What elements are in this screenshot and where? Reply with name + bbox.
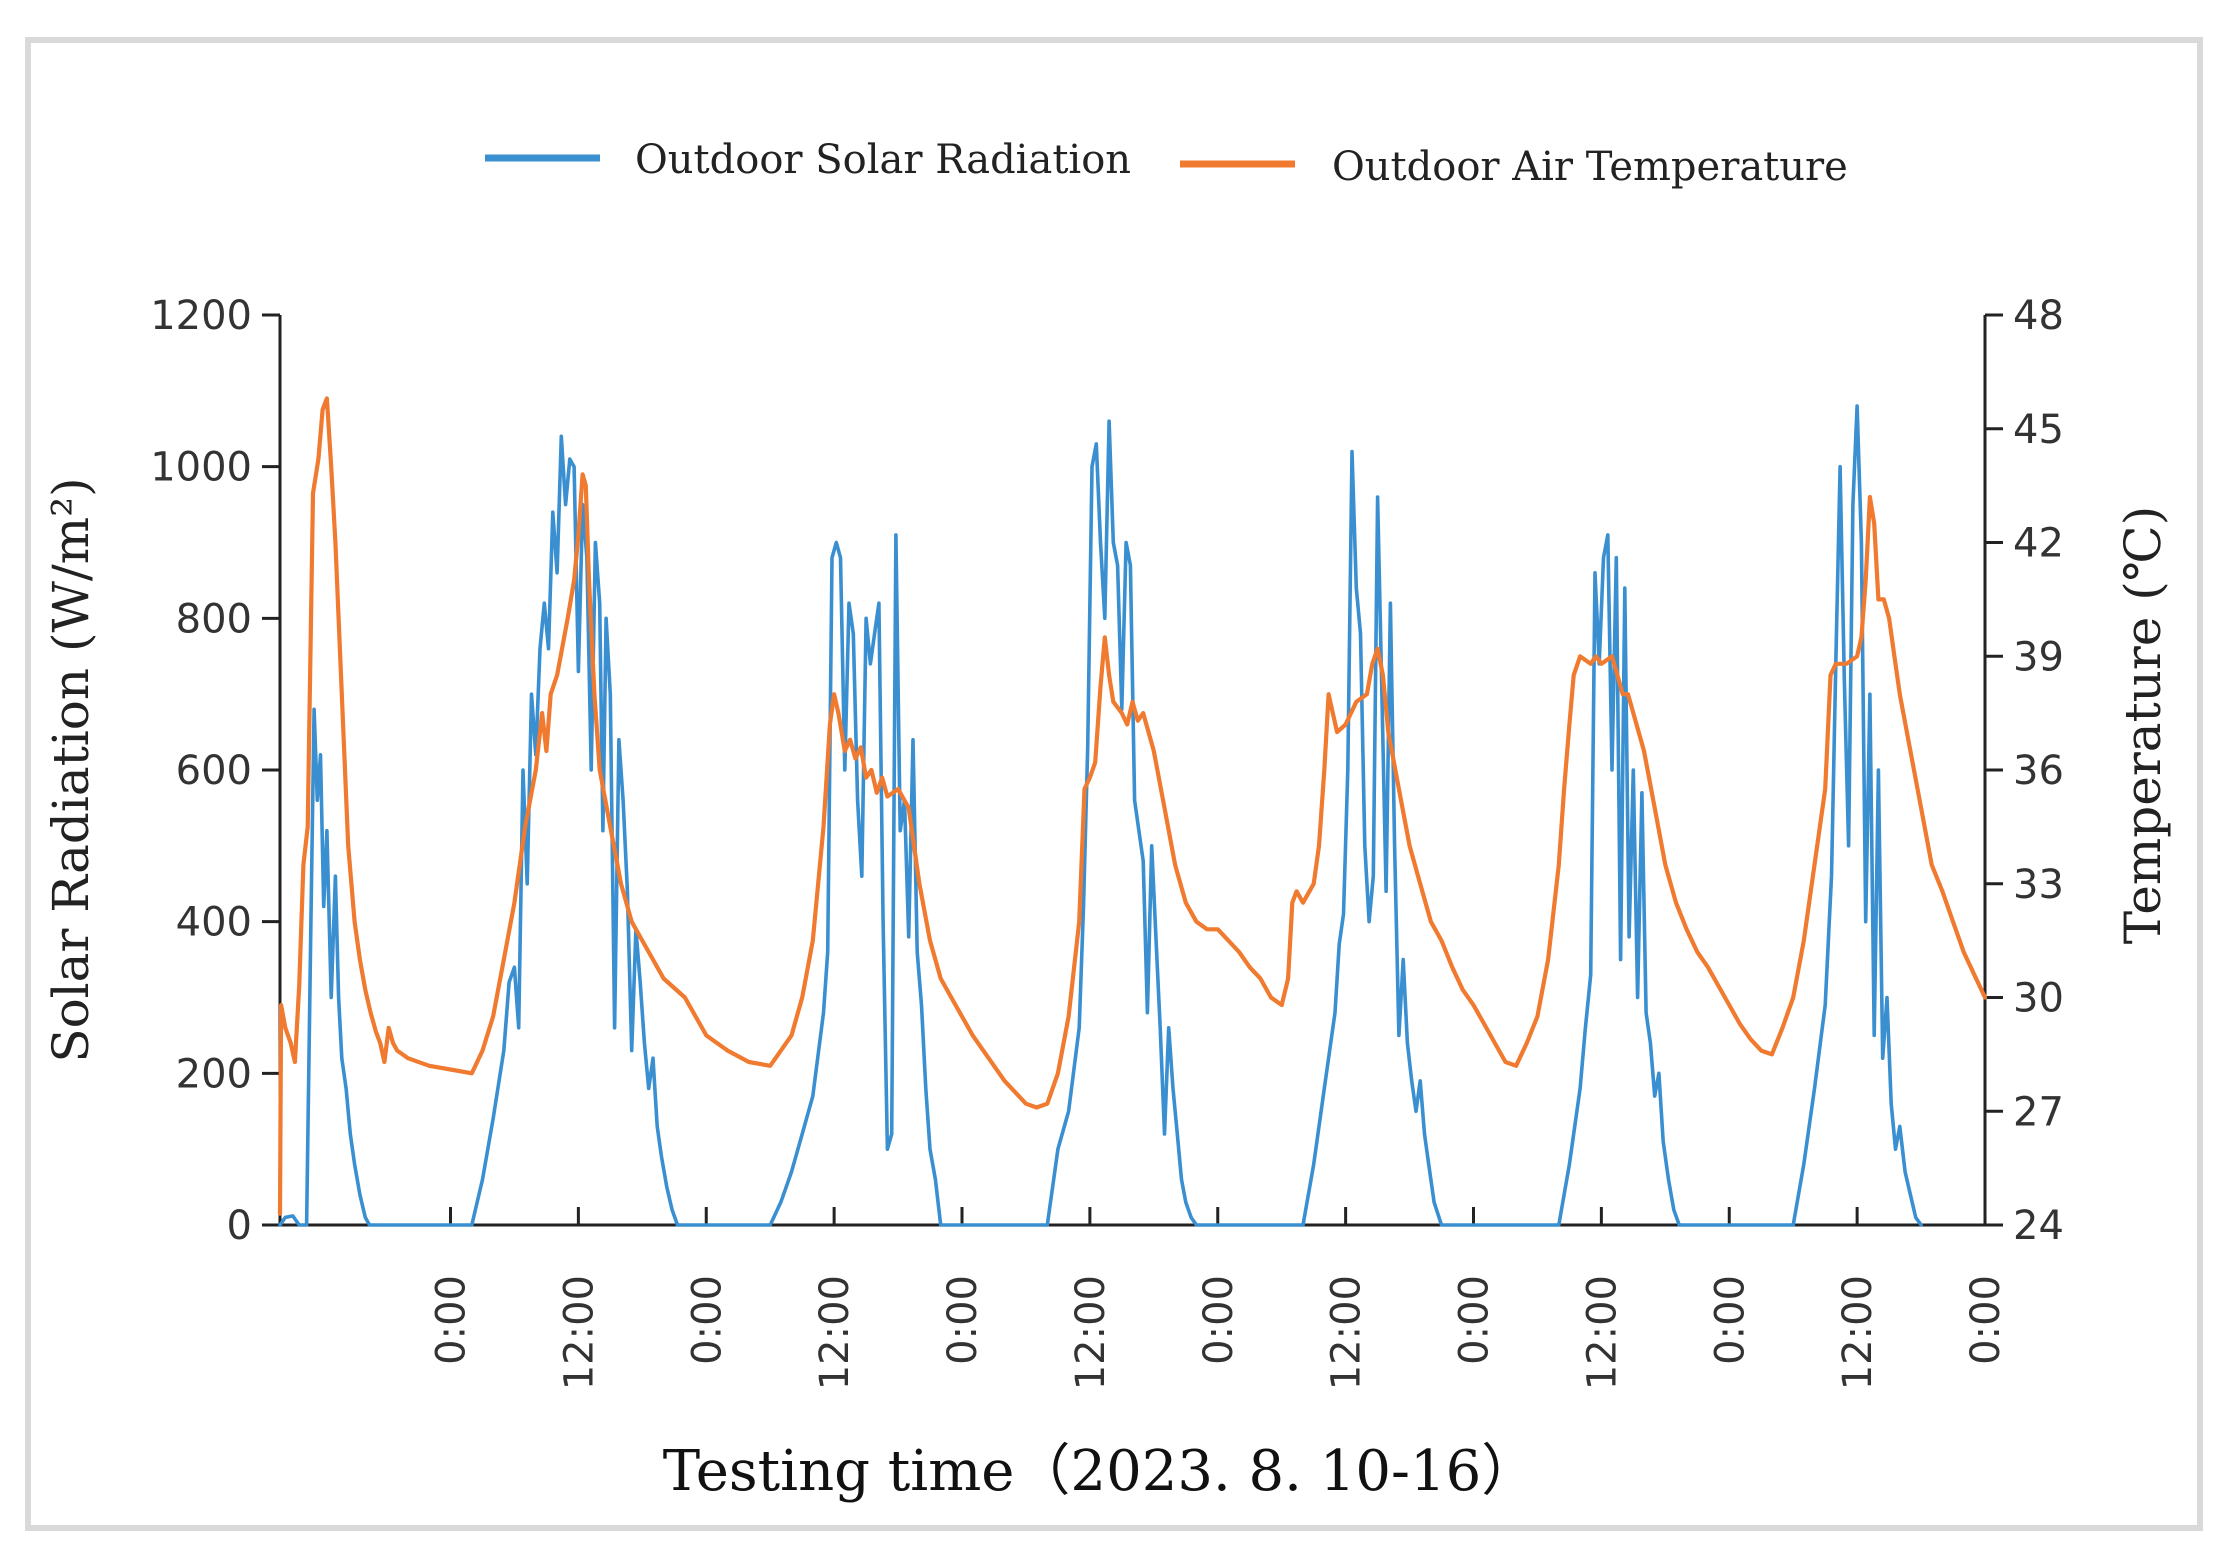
series-layer xyxy=(277,396,1988,1227)
series-line-air-temperature xyxy=(277,396,1988,1216)
legend: Outdoor Solar Radiation Outdoor Air Temp… xyxy=(485,137,1848,190)
y-right-tick-label: 27 xyxy=(2013,1089,2064,1135)
y-left-tick-label: 1200 xyxy=(150,293,252,339)
x-tick-label: 0:00 xyxy=(1452,1275,1498,1365)
x-tick-label: 12:00 xyxy=(556,1275,602,1390)
y-right-tick-label: 42 xyxy=(2013,521,2064,567)
x-tick-label: 0:00 xyxy=(429,1275,475,1365)
y-right-tick-label: 36 xyxy=(2013,748,2064,794)
y-left-tick-label: 800 xyxy=(176,596,252,642)
y-right-tick-label: 33 xyxy=(2013,862,2064,908)
x-tick-label: 0:00 xyxy=(684,1275,730,1365)
x-tick-label: 12:00 xyxy=(1324,1275,1370,1390)
series-line-solar-radiation xyxy=(278,404,1923,1227)
y-right-title: Temperature (℃) xyxy=(2114,506,2172,944)
y-right-tick-label: 39 xyxy=(2013,634,2064,680)
legend-label-solar: Outdoor Solar Radiation xyxy=(635,137,1131,183)
x-tick-label: 0:00 xyxy=(1963,1275,2009,1365)
y-left-tick-label: 200 xyxy=(176,1051,252,1097)
y-left-tick-label: 600 xyxy=(176,748,252,794)
legend-label-temperature: Outdoor Air Temperature xyxy=(1332,144,1848,190)
y-right-tick-label: 45 xyxy=(2013,407,2064,453)
x-tick-label: 12:00 xyxy=(1579,1275,1625,1390)
y-right-tick-label: 48 xyxy=(2013,293,2064,339)
x-tick-label: 12:00 xyxy=(812,1275,858,1390)
y-left-tick-label: 0 xyxy=(227,1203,252,1249)
y-right-tick-label: 30 xyxy=(2013,976,2064,1022)
y-right-tick-label: 24 xyxy=(2013,1203,2064,1249)
x-tick-label: 0:00 xyxy=(1707,1275,1753,1365)
x-tick-label: 12:00 xyxy=(1835,1275,1881,1390)
y-left-tick-label: 1000 xyxy=(150,445,252,491)
x-tick-label: 0:00 xyxy=(1196,1275,1242,1365)
y-left-title: Solar Radiation (W/m²) xyxy=(42,477,100,1062)
labels-layer: 0 200 400 600 800 1000 1200 24 27 30 33 36 39 42 45 48 0… xyxy=(150,293,2064,1390)
y-left-tick-label: 400 xyxy=(176,900,252,946)
x-tick-label: 0:00 xyxy=(940,1275,986,1365)
x-axis-title: Testing time（2023. 8. 10-16） xyxy=(663,1439,1537,1504)
x-tick-label: 12:00 xyxy=(1068,1275,1114,1390)
figure-frame xyxy=(25,37,2203,1531)
